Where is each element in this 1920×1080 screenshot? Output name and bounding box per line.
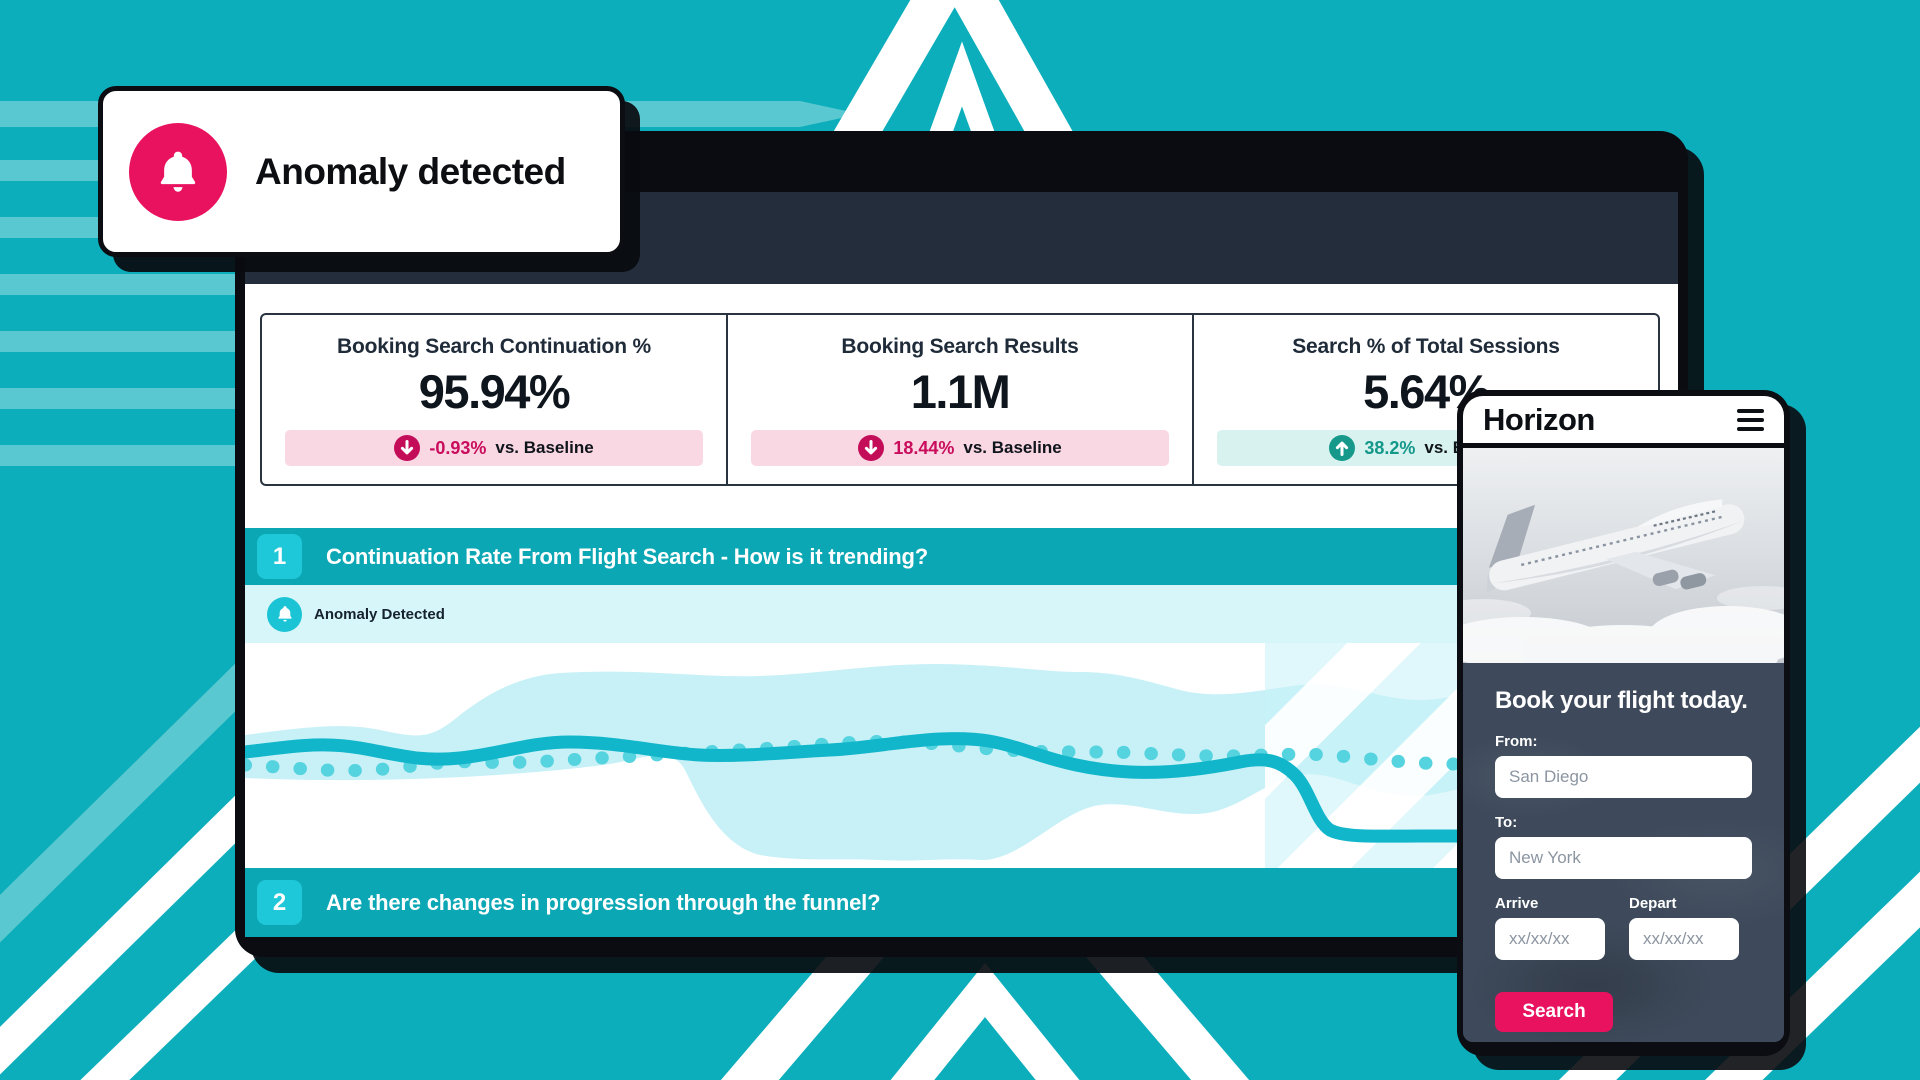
anomaly-detected-label: Anomaly Detected (314, 605, 445, 623)
airplane-image (1463, 448, 1784, 663)
kpi-label: Booking Search Results (841, 335, 1079, 358)
arrow-up-icon (1329, 435, 1356, 461)
kpi-summary-card: Booking Search Continuation % 95.94% -0.… (260, 313, 1660, 486)
search-button[interactable]: Search (1495, 992, 1613, 1032)
phone-mockup: Horizon (1457, 390, 1790, 1056)
kpi-delta: -0.93% (429, 437, 487, 458)
kpi-booking-search-continuation: Booking Search Continuation % 95.94% -0.… (262, 315, 726, 484)
app-title: Horizon (1483, 401, 1595, 437)
arrive-label: Arrive (1495, 895, 1539, 912)
kpi-booking-search-results: Booking Search Results 1.1M 18.44% vs. B… (726, 315, 1192, 484)
section-band-1: 1 Continuation Rate From Flight Search -… (245, 528, 1678, 585)
arrive-date-input[interactable] (1495, 918, 1605, 960)
dashboard-content: Booking Search Continuation % 95.94% -0.… (245, 284, 1678, 937)
kpi-value: 95.94% (418, 365, 571, 418)
date-row: Arrive Depart (1495, 895, 1752, 970)
chart-annotation-strip: Anomaly Detected (245, 585, 1678, 643)
section-title: Continuation Rate From Flight Search - H… (326, 543, 928, 569)
phone-app-header: Horizon (1463, 396, 1784, 448)
hamburger-menu-icon[interactable] (1737, 408, 1764, 431)
anomaly-notification-card: Anomaly detected (98, 86, 625, 257)
kpi-delta: 18.44% (893, 437, 955, 458)
chart-lines (245, 732, 1678, 843)
to-input[interactable] (1495, 837, 1752, 879)
kpi-delta-suffix: vs. Baseline (963, 438, 1062, 457)
kpi-label: Booking Search Continuation % (337, 335, 651, 358)
notification-title: Anomaly detected (255, 150, 566, 192)
kpi-delta-badge: -0.93% vs. Baseline (285, 430, 703, 466)
section-number-tile: 1 (257, 534, 302, 579)
kpi-label: Search % of Total Sessions (1292, 335, 1560, 358)
kpi-value: 1.1M (910, 365, 1011, 418)
depart-label: Depart (1629, 895, 1677, 912)
kpi-delta-suffix: vs. Baseline (495, 438, 594, 457)
section-band-2: 2 Are there changes in progression throu… (245, 868, 1678, 937)
depart-date-input[interactable] (1629, 918, 1739, 960)
arrow-down-icon (858, 435, 885, 461)
section-number-tile: 2 (257, 880, 302, 925)
booking-heading: Book your flight today. (1495, 687, 1748, 714)
from-input[interactable] (1495, 756, 1752, 798)
bell-icon (267, 596, 302, 632)
to-label: To: (1495, 814, 1518, 831)
phone-screen: Horizon (1463, 396, 1784, 1042)
kpi-delta-badge: 18.44% vs. Baseline (751, 430, 1169, 466)
from-label: From: (1495, 733, 1538, 750)
section-title: Are there changes in progression through… (326, 889, 881, 915)
kpi-delta: 38.2% (1364, 437, 1416, 458)
bell-icon (129, 122, 227, 221)
booking-form: Book your flight today. From: To: Arrive… (1463, 663, 1784, 1042)
arrow-down-icon (394, 435, 421, 461)
